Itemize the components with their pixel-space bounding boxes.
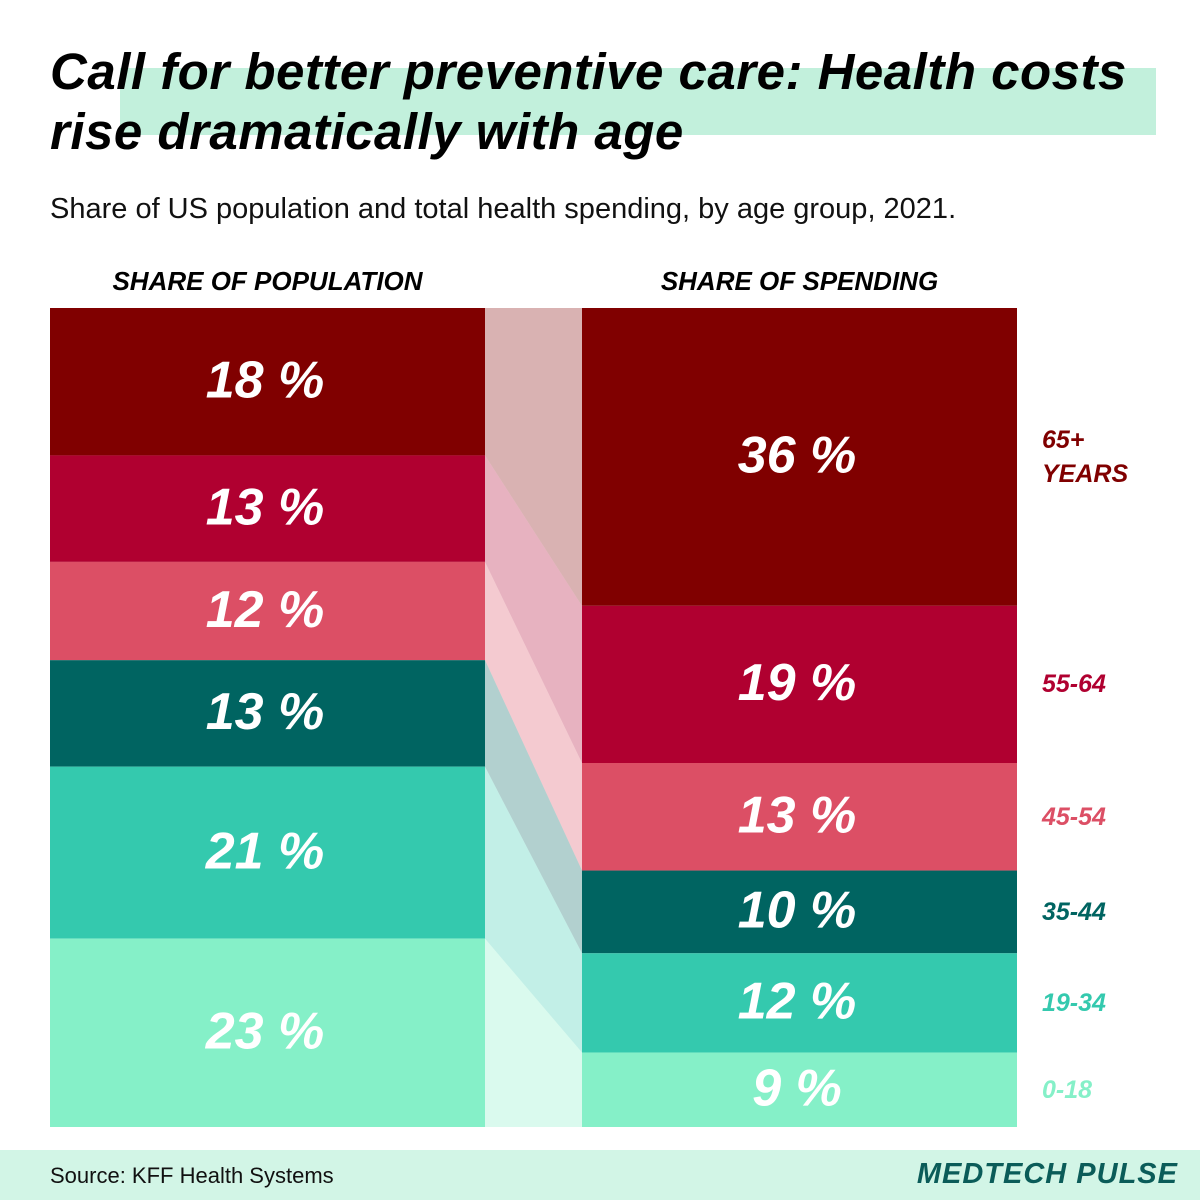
value-label: 13 % (738, 787, 857, 845)
connector-band (485, 455, 582, 763)
title-highlight (120, 68, 1156, 135)
legend-label: 35-44 (1042, 897, 1106, 926)
segment (582, 763, 1017, 871)
value-label: 18 % (206, 351, 325, 409)
segment (50, 455, 485, 562)
column-header: SHARE OF POPULATION (112, 266, 423, 296)
segment (582, 605, 1017, 763)
chart-title: Call for better preventive care: Health … (50, 43, 1127, 160)
segment (582, 1052, 1017, 1127)
segment (50, 660, 485, 767)
connector-band (485, 766, 582, 1053)
value-label: 21 % (205, 822, 325, 880)
segment (50, 308, 485, 456)
connector-band (485, 308, 582, 606)
footer-band (0, 1150, 1200, 1200)
legend-label: 0-18 (1042, 1075, 1093, 1104)
value-label: 12 % (206, 581, 325, 639)
connector-band (485, 561, 582, 871)
column-header: SHARE OF SPENDING (661, 266, 938, 296)
value-label: 10 % (738, 882, 857, 940)
value-label: 23 % (205, 1003, 325, 1061)
legend-label: 45-54 (1042, 802, 1106, 831)
legend-label: 19-34 (1042, 988, 1106, 1017)
value-label: 36 % (738, 427, 857, 485)
chart-subtitle: Share of US population and total health … (50, 193, 957, 225)
value-label: 13 % (206, 683, 325, 741)
value-label: 9 % (752, 1060, 842, 1118)
segment (50, 561, 485, 661)
value-label: 13 % (206, 478, 325, 536)
source: Source: KFF Health Systems (50, 1163, 334, 1188)
connector-band (485, 660, 582, 954)
connector-band (485, 938, 582, 1127)
legend-label: 55-64 (1042, 670, 1106, 699)
segment (582, 870, 1017, 954)
legend-label: 65+ YEARS (1042, 425, 1129, 488)
segment (50, 766, 485, 939)
value-label: 19 % (738, 654, 857, 712)
segment (582, 308, 1017, 606)
brand: MEDTECH PULSE (916, 1158, 1178, 1190)
segment (582, 953, 1017, 1053)
value-label: 12 % (738, 973, 857, 1031)
segment (50, 938, 485, 1127)
